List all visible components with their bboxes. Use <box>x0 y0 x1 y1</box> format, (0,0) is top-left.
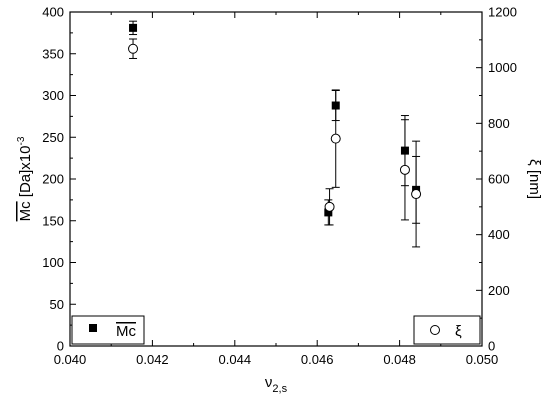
data-point-xi <box>399 164 410 175</box>
y-right-tick-label: 0 <box>488 339 495 354</box>
legend-xi-marker <box>430 325 440 335</box>
y-left-tick-label: 200 <box>42 172 64 187</box>
x-tick-label: 0.046 <box>301 352 334 367</box>
x-tick-label: 0.040 <box>54 352 87 367</box>
x-tick-label: 0.048 <box>383 352 416 367</box>
x-axis-title: ν2,s <box>265 374 288 395</box>
data-point-mc <box>400 146 409 155</box>
legend-xi-box <box>413 315 481 345</box>
y-right-tick-label: 200 <box>488 283 510 298</box>
y-right-tick-label: 1200 <box>488 5 517 20</box>
y-right-tick-label: 800 <box>488 116 510 131</box>
data-point-mc <box>324 208 333 217</box>
axis-ticks: 0.040 0.042 0.044 0.046 0.048 0.0500501001502… <box>42 5 517 368</box>
x-axis-title-main: ν <box>265 374 273 391</box>
data-point-xi <box>411 189 422 200</box>
y-right-tick-label: 600 <box>488 172 510 187</box>
x-tick-label: 0.050 <box>466 352 499 367</box>
legend-xi: ξ <box>413 315 481 345</box>
legend-mc: Mc <box>71 315 145 345</box>
data-point-mc <box>129 23 138 32</box>
y-left-tick-label: 0 <box>57 339 64 354</box>
x-tick-label: 0.042 <box>136 352 169 367</box>
y-left-tick-label: 150 <box>42 213 64 228</box>
y-axis-left-title-exp: -3 <box>16 136 27 145</box>
legend-mc-marker <box>89 324 97 332</box>
data-point-xi <box>128 43 139 54</box>
data-point-mc <box>331 101 340 110</box>
y-axis-left-title: Mc [Da]x10-3 <box>16 136 34 221</box>
y-left-tick-label: 250 <box>42 130 64 145</box>
y-left-tick-label: 400 <box>42 5 64 20</box>
data-point-xi <box>324 201 335 212</box>
legend-mc-label: Mc <box>116 323 136 340</box>
y-right-tick-label: 1000 <box>488 60 517 75</box>
y-axis-left-title-suffix: [Da]x10 <box>17 146 34 202</box>
y-left-tick-label: 50 <box>50 297 64 312</box>
plot-frame <box>69 11 483 347</box>
y-axis-right-title: ξ [nm] <box>526 159 543 199</box>
y-right-tick-label: 400 <box>488 227 510 242</box>
y-left-tick-label: 300 <box>42 88 64 103</box>
y-left-tick-label: 350 <box>42 46 64 61</box>
x-axis-title-sub: 2,s <box>272 383 287 395</box>
legend-mc-box <box>71 315 145 345</box>
x-tick-label: 0.044 <box>219 352 252 367</box>
error-bars <box>129 20 421 248</box>
y-axis-left-title-overline: Mc <box>17 201 34 221</box>
y-left-tick-label: 100 <box>42 255 64 270</box>
data-markers <box>128 23 422 217</box>
data-point-xi <box>330 133 341 144</box>
legend-xi-label: ξ <box>455 323 462 340</box>
